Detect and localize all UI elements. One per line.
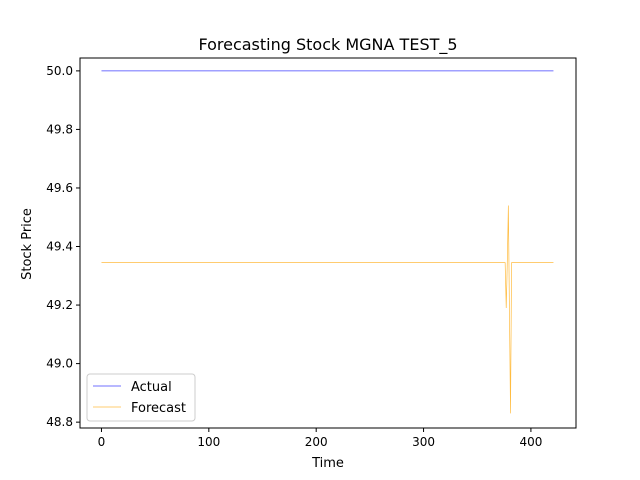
- y-tick-label: 48.8: [46, 415, 73, 429]
- y-tick-label: 49.0: [46, 357, 73, 371]
- y-tick-label: 49.4: [46, 240, 73, 254]
- x-tick-label: 300: [412, 435, 435, 449]
- series-line-forecast: [101, 205, 554, 414]
- x-axis-label: Time: [311, 456, 344, 471]
- y-tick-label: 50.0: [46, 64, 73, 78]
- chart-title: Forecasting Stock MGNA TEST_5: [198, 35, 457, 55]
- y-tick-label: 49.8: [46, 122, 73, 136]
- y-tick-label: 49.6: [46, 181, 73, 195]
- legend-label: Forecast: [131, 401, 186, 416]
- legend-label: Actual: [131, 380, 172, 395]
- y-tick-label: 49.2: [46, 298, 73, 312]
- x-tick-label: 100: [197, 435, 220, 449]
- plot-frame: [79, 57, 577, 429]
- y-axis-label: Stock Price: [20, 208, 35, 280]
- x-tick-label: 0: [98, 435, 106, 449]
- legend: Actual Forecast: [86, 373, 196, 422]
- x-tick-label: 200: [305, 435, 328, 449]
- series-lines: [101, 70, 554, 414]
- x-tick-label: 400: [519, 435, 542, 449]
- axis-ticks: 0 100 200 300 400 48.8 49.0 49.2 49.4 49.6 49.8 50.…: [46, 64, 542, 449]
